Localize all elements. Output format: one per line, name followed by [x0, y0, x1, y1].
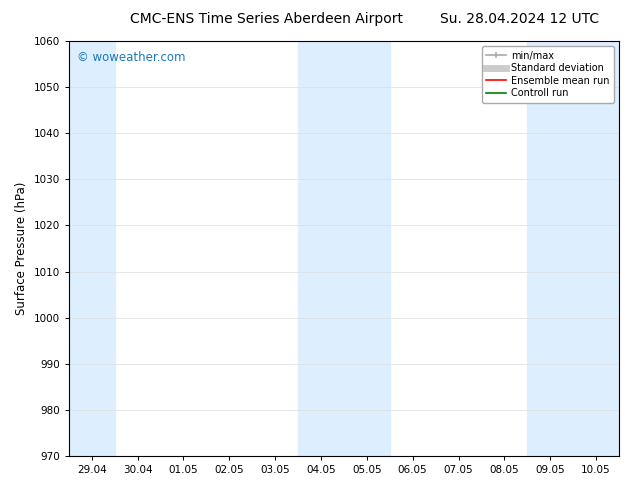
Bar — [527, 41, 619, 456]
Text: Su. 28.04.2024 12 UTC: Su. 28.04.2024 12 UTC — [441, 12, 599, 26]
Bar — [69, 41, 115, 456]
Y-axis label: Surface Pressure (hPa): Surface Pressure (hPa) — [15, 182, 28, 315]
Bar — [298, 41, 390, 456]
Legend: min/max, Standard deviation, Ensemble mean run, Controll run: min/max, Standard deviation, Ensemble me… — [482, 46, 614, 103]
Text: © woweather.com: © woweather.com — [77, 51, 186, 64]
Text: CMC-ENS Time Series Aberdeen Airport: CMC-ENS Time Series Aberdeen Airport — [130, 12, 403, 26]
